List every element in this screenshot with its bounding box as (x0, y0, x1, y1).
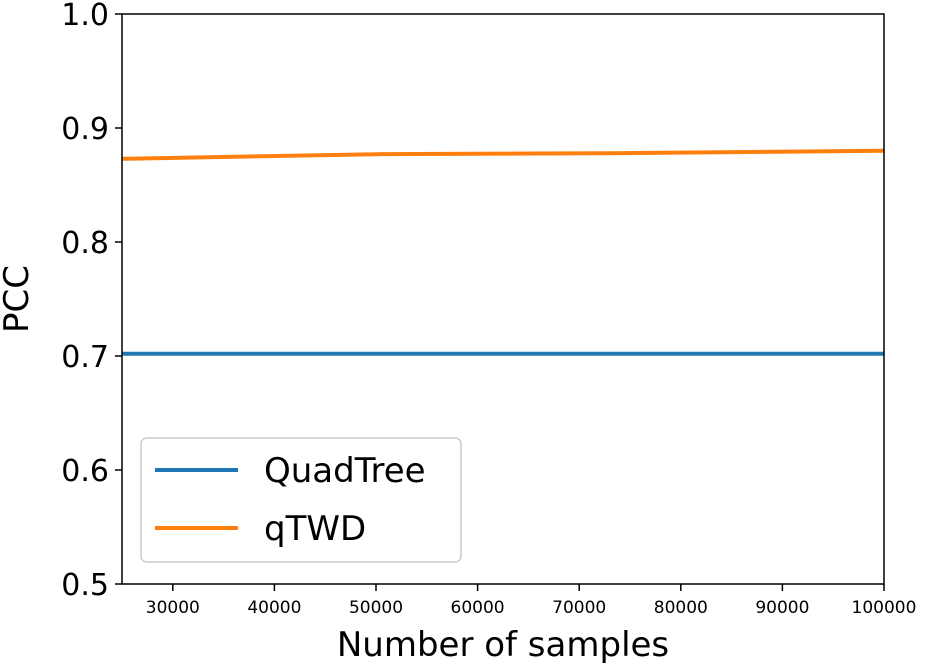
x-tick-label: 50000 (349, 598, 403, 618)
y-axis-title: PCC (0, 265, 37, 333)
y-tick-label: 0.9 (61, 112, 109, 147)
y-tick-label: 0.8 (61, 226, 109, 261)
series-layer (121, 148, 885, 356)
x-tick-label: 90000 (755, 598, 809, 618)
y-tick-label: 0.6 (61, 454, 109, 489)
series-line-qtwd (121, 148, 885, 161)
x-tick-label: 70000 (552, 598, 606, 618)
y-axis: 0.5 0.6 0.7 0.8 0.9 1.0 (61, 0, 122, 603)
x-axis-title: Number of samples (337, 625, 669, 664)
x-tick-label: 30000 (146, 598, 200, 618)
y-tick-label: 1.0 (61, 0, 109, 33)
legend: QuadTree qTWD (140, 437, 462, 563)
y-tick-label: 0.7 (61, 340, 109, 375)
plot-frame (121, 13, 885, 585)
x-axis: 30000 40000 50000 60000 70000 80000 90000 10000… (146, 584, 917, 618)
x-tick-label: 40000 (247, 598, 301, 618)
x-tick-label: 80000 (654, 598, 708, 618)
legend-label-qtwd: qTWD (264, 509, 366, 549)
x-tick-label: 100000 (852, 598, 917, 618)
x-tick-label: 60000 (451, 598, 505, 618)
y-tick-label: 0.5 (61, 568, 109, 603)
legend-label-quadtree: QuadTree (264, 451, 426, 491)
